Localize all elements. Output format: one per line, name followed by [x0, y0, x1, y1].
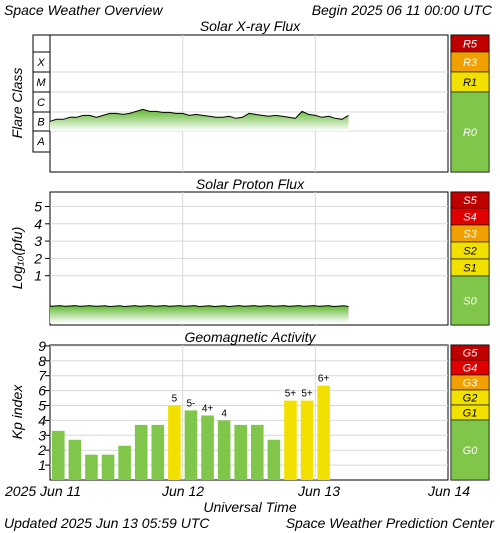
kp-bar-label: 5+: [301, 389, 313, 400]
kp-bar-label: 4+: [202, 403, 214, 414]
proton-scale-label: S3: [463, 229, 477, 241]
x-tick-jun11: 2025 Jun 11: [5, 483, 82, 499]
kp-bar: [201, 415, 214, 480]
xray-scale-band: [450, 91, 490, 173]
kp-ytick-label: 7: [38, 368, 47, 384]
credit: Space Weather Prediction Center: [285, 515, 494, 531]
kp-bar: [284, 400, 297, 480]
proton-ytick-label: 4: [34, 216, 42, 232]
x-tick-jun13: Jun 13: [298, 483, 341, 499]
xray-class-label-m: M: [36, 77, 46, 89]
kp-bar: [52, 430, 65, 480]
kp-bar: [168, 405, 181, 480]
xray-flux-line: [49, 108, 349, 122]
xray-y-axis-label: Flare Class: [9, 68, 25, 139]
proton-scale-label: S0: [463, 296, 477, 308]
kp-bar-label: 5-: [187, 398, 196, 409]
kp-bar: [101, 454, 115, 480]
page-title: Space Weather Overview: [4, 2, 163, 18]
proton-title: Solar Proton Flux: [195, 176, 305, 192]
kp-ytick-label: 2: [37, 442, 46, 458]
proton-ytick-label: 5: [34, 199, 42, 215]
kp-scale-label: G5: [463, 348, 479, 360]
kp-scale-band: [450, 419, 490, 481]
xray-class-box: [32, 34, 51, 153]
proton-flux-area: [50, 305, 349, 323]
proton-flux-line: [49, 305, 349, 308]
kp-frame: [49, 344, 449, 481]
xray-scale-label: R1: [463, 77, 477, 89]
kp-y-axis-label: Kp index: [9, 384, 25, 439]
xray-class-label-x: X: [36, 57, 45, 69]
begin-time: Begin 2025 06 11 00:00 UTC: [311, 2, 492, 18]
kp-bar: [134, 424, 148, 480]
kp-bar: [217, 420, 231, 480]
kp-ytick-label: 6: [38, 383, 46, 399]
xray-flux-area: [50, 109, 349, 131]
xray-scale-label: R0: [463, 127, 478, 139]
kp-ytick-label: 9: [38, 338, 46, 354]
kp-scale-label: G3: [463, 378, 479, 390]
kp-ytick-label: 8: [38, 353, 46, 369]
kp-bar-label: 4: [221, 408, 227, 419]
kp-bar: [184, 410, 198, 480]
xray-scale-label: R5: [463, 39, 478, 51]
kp-bar: [118, 445, 131, 480]
x-tick-jun12: Jun 12: [162, 483, 205, 499]
proton-ytick-label: 3: [34, 233, 42, 249]
proton-ytick-label: 1: [34, 268, 42, 284]
geomagnetic-title: Geomagnetic Activity: [184, 329, 316, 345]
proton-scale-label: S5: [463, 195, 477, 207]
kp-bar: [85, 454, 98, 480]
kp-bar: [317, 385, 330, 480]
kp-ytick-label: 3: [38, 427, 46, 443]
proton-scale-label: S4: [463, 212, 476, 224]
proton-scale-label: S1: [463, 263, 476, 275]
xray-scale-label: R3: [463, 57, 478, 69]
x-axis-label: Universal Time: [203, 499, 297, 515]
updated-time: Updated 2025 Jun 13 05:59 UTC: [4, 515, 210, 531]
kp-ytick-label: 1: [38, 457, 46, 473]
proton-ytick-label: 2: [33, 250, 42, 266]
kp-bar: [300, 400, 314, 480]
xray-class-label-b: B: [37, 117, 44, 129]
kp-bar-label: 6+: [318, 374, 330, 385]
proton-scale-label: S2: [463, 246, 476, 258]
kp-scale-label: G0: [463, 445, 479, 457]
kp-scale-label: G4: [463, 363, 478, 375]
proton-scale-band: [450, 275, 490, 326]
kp-ytick-label: 5: [38, 398, 46, 414]
xray-class-label-a: A: [36, 136, 44, 148]
xray-title: Solar X-ray Flux: [199, 18, 301, 34]
kp-bar: [68, 439, 82, 480]
proton-y-axis-label: Log₁₀(pfu): [9, 227, 25, 289]
kp-bar: [251, 424, 264, 480]
kp-scale-label: G2: [463, 393, 478, 405]
xray-frame: [49, 34, 449, 173]
kp-ytick-label: 4: [38, 412, 46, 428]
kp-bar-label: 5: [172, 394, 178, 405]
xray-class-label-c: C: [37, 97, 45, 109]
x-tick-jun14: Jun 14: [428, 483, 471, 499]
kp-bar: [151, 424, 165, 480]
kp-bar: [267, 439, 281, 480]
kp-scale-label: G1: [463, 408, 478, 420]
kp-bar-label: 5+: [285, 389, 297, 400]
kp-bar: [234, 424, 247, 480]
